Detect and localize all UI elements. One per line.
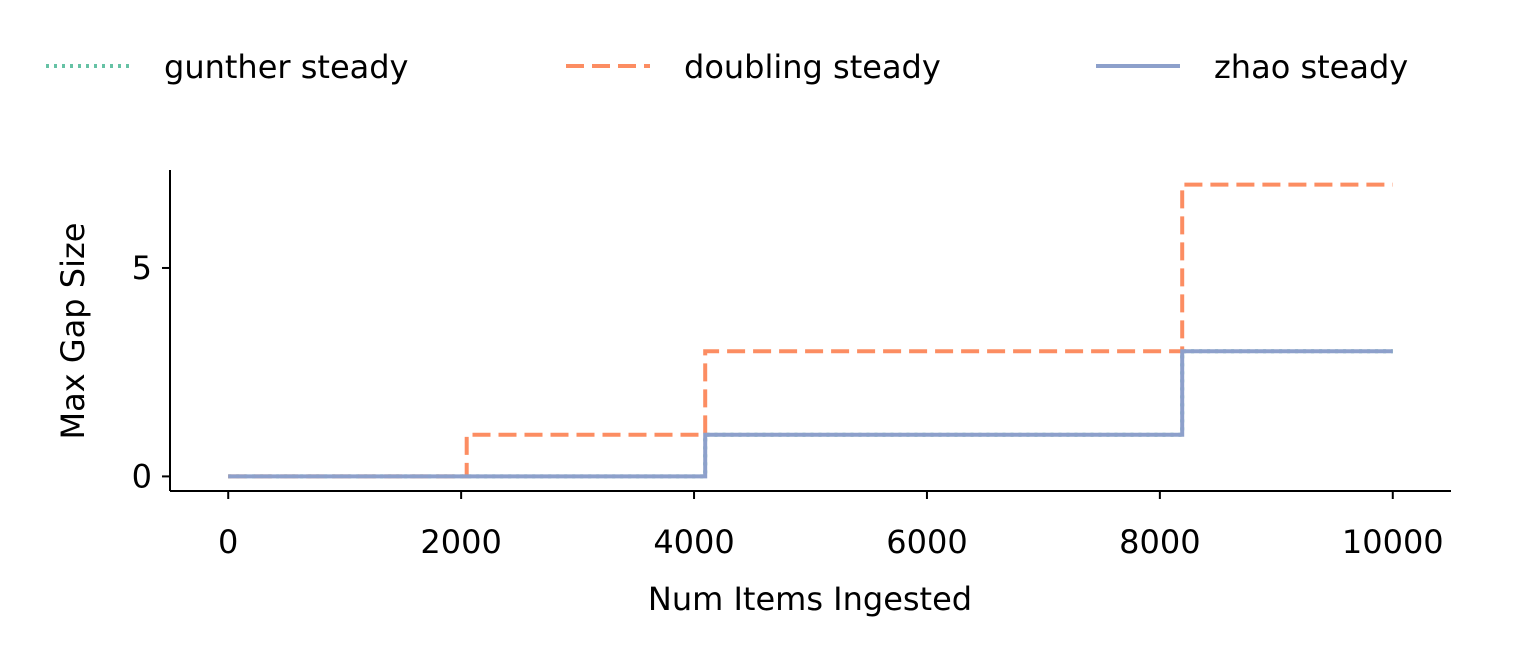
legend-label-2: doubling steady: [684, 48, 941, 86]
x-tick-label: 8000: [1119, 523, 1200, 561]
axes: [169, 170, 1451, 492]
series-line-3: [228, 349, 1393, 479]
x-tick-label: 0: [218, 523, 238, 561]
legend-label-3: zhao steady: [1214, 48, 1408, 86]
legend-label-1: gunther steady: [164, 48, 408, 86]
y-tick-label: 0: [132, 457, 152, 495]
y-tick-label: 5: [132, 249, 152, 287]
x-ticks: 0 2000 4000 6000 8000 10000: [218, 491, 1444, 561]
y-axis-title: Max Gap Size: [54, 223, 92, 440]
x-tick-label: 10000: [1342, 523, 1444, 561]
y-ticks: 05: [132, 249, 170, 495]
legend: gunther steady doubling steady zhao steady: [46, 48, 1408, 86]
series-line-2: [228, 182, 1393, 479]
x-tick-label: 2000: [420, 523, 501, 561]
x-tick-label: 4000: [653, 523, 734, 561]
plot-area: [228, 182, 1393, 479]
x-tick-label: 6000: [886, 523, 967, 561]
series-line-1: [228, 349, 1393, 479]
x-axis-title: Num Items Ingested: [648, 580, 972, 618]
